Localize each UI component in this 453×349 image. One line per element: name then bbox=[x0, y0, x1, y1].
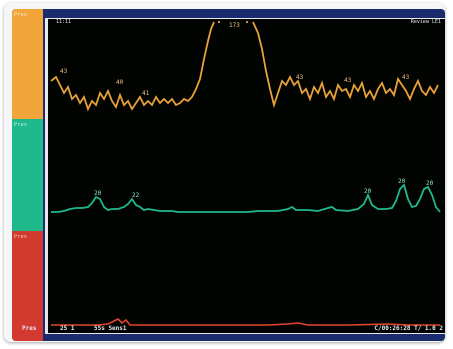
green-annotation: 20 bbox=[426, 180, 434, 187]
green-annotation: 20 bbox=[398, 178, 406, 185]
channel-strip-green: Pres bbox=[12, 119, 43, 231]
orange-annotation: 43 bbox=[344, 77, 352, 84]
trace-orange bbox=[50, 21, 439, 112]
header-left-text: 11:11 bbox=[56, 19, 72, 25]
waveform-svg: 173 43 40 41 43 43 43 20 22 20 20 20 bbox=[50, 21, 441, 326]
footer-speed: 25 1 bbox=[60, 325, 75, 332]
channel-strip-orange: Pres bbox=[12, 9, 43, 119]
channel-label: Pres bbox=[14, 234, 28, 240]
orange-annotation: 41 bbox=[142, 90, 150, 97]
waveform-display: 11:11 Review LE1 173 43 40 41 43 43 43 2… bbox=[22, 18, 445, 334]
orange-annotation: 43 bbox=[296, 74, 304, 81]
trace-green bbox=[51, 183, 441, 213]
orange-annotation: 40 bbox=[116, 79, 124, 86]
green-annotation: 20 bbox=[364, 188, 372, 195]
orange-annotation: 43 bbox=[402, 74, 410, 81]
header-right-text: Review LE1 bbox=[410, 19, 441, 25]
monitor-bezel: Pres Pres Pres 11:11 Review LE1 173 43 4… bbox=[4, 3, 445, 342]
footer-left-label: Pres bbox=[22, 325, 37, 332]
monitor-screen: Pres Pres Pres 11:11 Review LE1 173 43 4… bbox=[12, 9, 445, 341]
orange-annotation: 43 bbox=[60, 68, 68, 75]
trace-red bbox=[51, 318, 440, 326]
peak-label: 173 bbox=[229, 22, 240, 29]
channel-label: Pres bbox=[14, 12, 28, 18]
green-annotation: 22 bbox=[132, 192, 140, 199]
footer-time: C/00:26:28 T/ 1.0 2 bbox=[374, 325, 443, 332]
footer-sweep: 5Ss Sens1 bbox=[94, 325, 127, 332]
channel-label: Pres bbox=[14, 122, 28, 128]
green-annotation: 20 bbox=[94, 190, 102, 197]
channel-strip-red: Pres bbox=[12, 231, 43, 341]
